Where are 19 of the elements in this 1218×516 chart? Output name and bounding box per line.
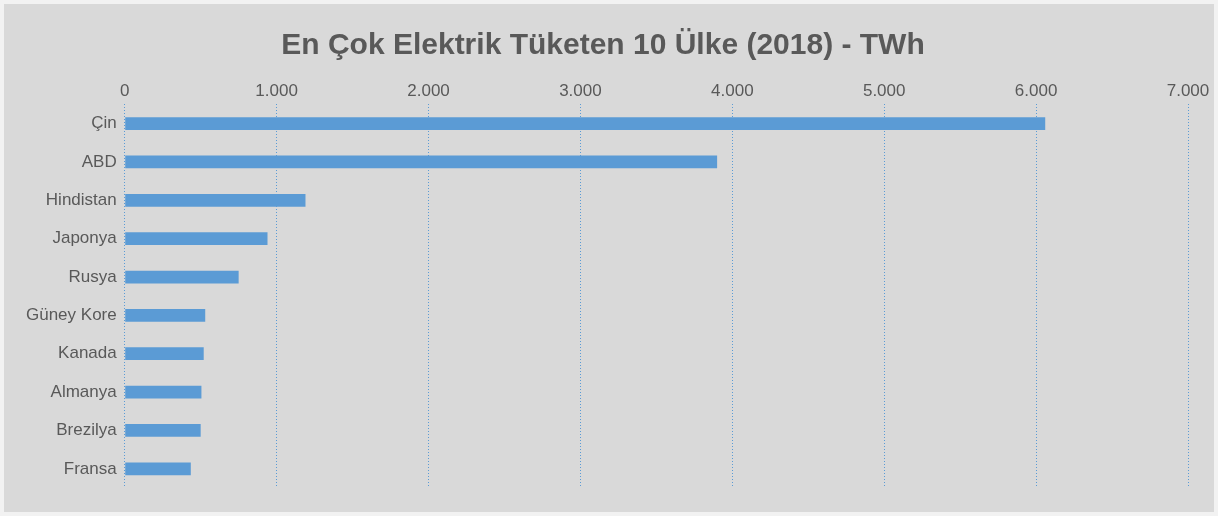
x-tick-label: 4.000 [711, 80, 754, 100]
y-tick-label: ABD [81, 151, 117, 171]
y-tick-label: Fransa [63, 458, 118, 478]
x-tick-label: 0 [119, 80, 130, 100]
x-tick-label: 6.000 [1014, 80, 1058, 100]
y-tick-label: Kanada [58, 343, 118, 363]
chart-title: En Çok Elektrik Tüketen 10 Ülke (2018) - TWh [281, 27, 925, 61]
y-tick-label: Almanya [50, 381, 118, 401]
x-tick-label: 3.000 [559, 80, 602, 100]
y-tick-label: Hindistan [45, 189, 117, 209]
y-tick-label: Rusya [68, 266, 118, 286]
x-tick-label: 5.000 [862, 80, 906, 100]
y-tick-label: Japonya [52, 228, 118, 248]
x-tick-label: 1.000 [255, 80, 298, 100]
y-tick-label: Çin [91, 113, 117, 133]
y-tick-label: Güney Kore [25, 305, 117, 325]
x-tick-label: 2.000 [407, 80, 450, 100]
y-tick-label: Brezilya [56, 420, 118, 440]
x-tick-label: 7.000 [1166, 80, 1210, 100]
